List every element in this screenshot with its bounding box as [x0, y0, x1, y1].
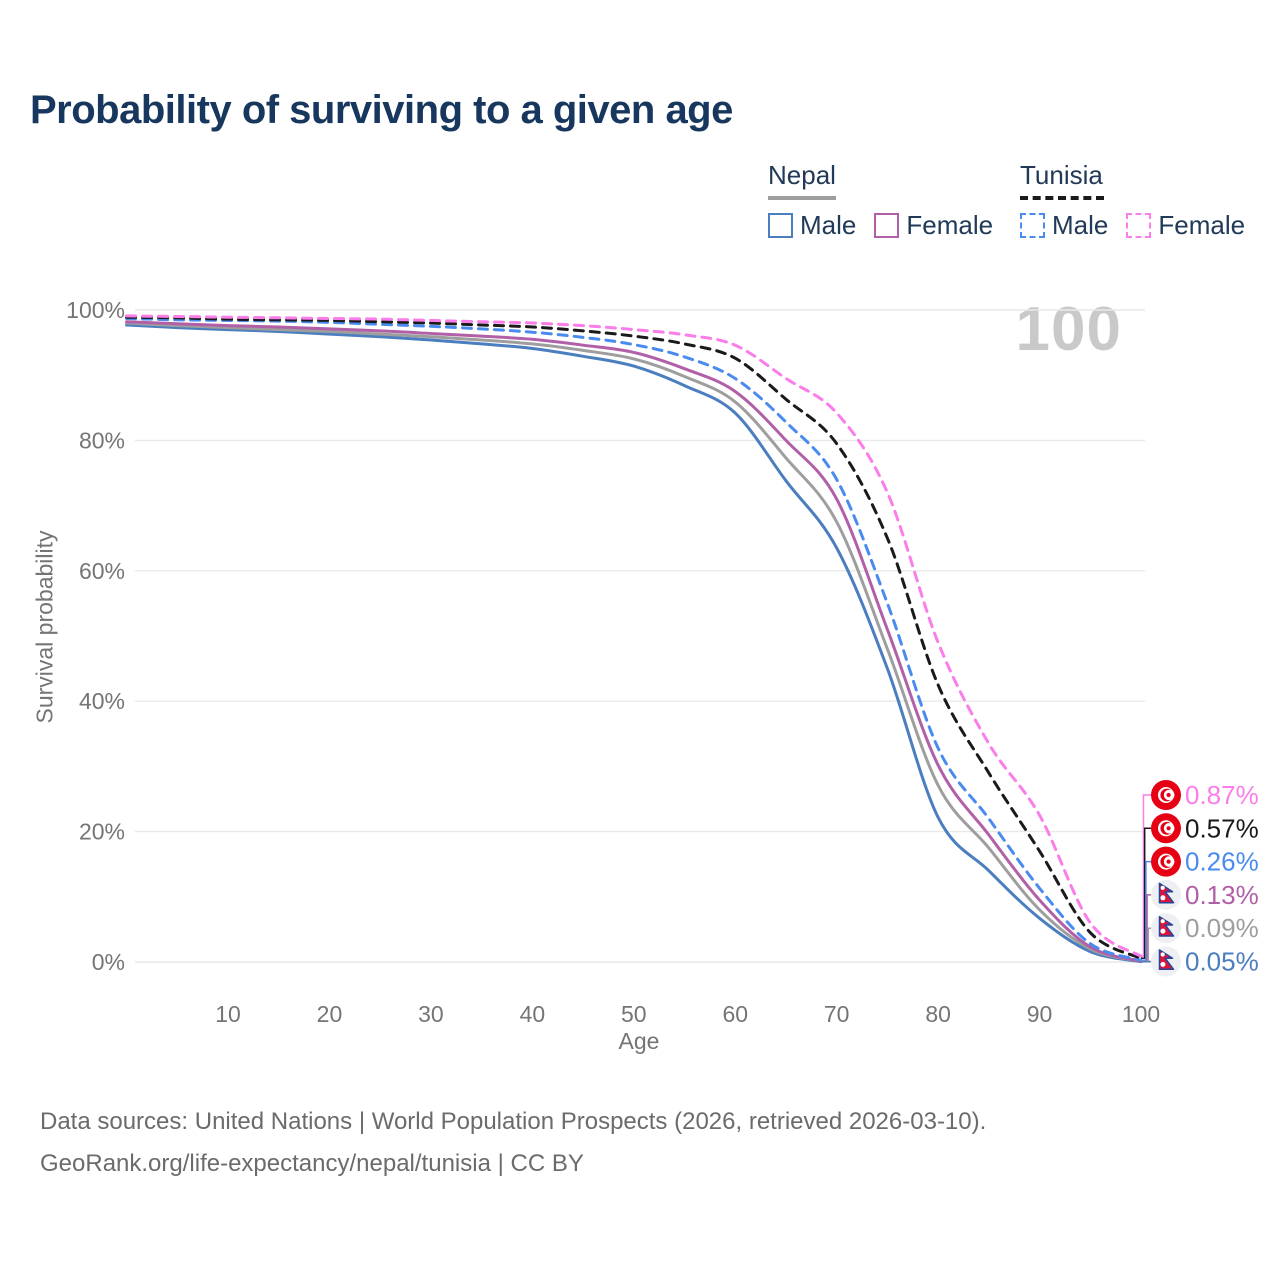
flag-icon-tunisia [1151, 780, 1181, 810]
legend-item-tunisia-female[interactable]: Female [1126, 210, 1245, 241]
end-value-label: 0.05% [1185, 947, 1259, 977]
flag-icon-nepal [1151, 946, 1181, 977]
x-tick-label: 60 [722, 1001, 748, 1027]
y-axis-title: Survival probability [31, 530, 58, 724]
curve-nepal-male [125, 323, 1143, 964]
y-tick-label: 40% [79, 688, 125, 714]
x-tick-label: 20 [317, 1001, 343, 1027]
legend-label: Male [1052, 210, 1109, 240]
legend-label: Female [906, 210, 994, 240]
curve-tunisia-both [125, 315, 1143, 960]
legend-item-tunisia-male[interactable]: Male [1020, 210, 1108, 241]
y-tick-label: 0% [92, 949, 125, 975]
x-tick-label: 90 [1027, 1001, 1053, 1027]
end-value-label: 0.26% [1185, 847, 1259, 877]
leader-line [1141, 794, 1151, 958]
x-tick-label: 50 [621, 1001, 647, 1027]
y-tick-label: 80% [79, 427, 125, 453]
x-tick-label: 100 [1122, 1001, 1160, 1027]
leader-line [1141, 860, 1151, 962]
legend-group-tunisia: Tunisia Male Female [1020, 160, 1245, 241]
x-axis-title: Age [618, 1028, 660, 1054]
tunisia-male-swatch [1020, 213, 1045, 238]
curve-nepal-female [125, 320, 1143, 963]
end-value-label: 0.57% [1185, 813, 1259, 843]
y-tick-label: 100% [66, 297, 125, 323]
legend-label: Female [1158, 210, 1246, 240]
tunisia-line-style-swatch [1020, 196, 1104, 200]
y-tick-label: 60% [79, 558, 125, 584]
x-tick-label: 40 [520, 1001, 546, 1027]
leader-line [1141, 827, 1151, 960]
y-tick-label: 20% [79, 819, 125, 845]
curve-tunisia-male [125, 317, 1143, 962]
legend-label: Male [800, 210, 857, 240]
nepal-line-style-swatch [768, 196, 836, 200]
curve-tunisia-female [125, 314, 1143, 958]
curve-nepal-both [125, 321, 1143, 963]
page-title: Probability of surviving to a given age [30, 88, 733, 132]
legend-item-nepal-female[interactable]: Female [874, 210, 993, 241]
x-tick-label: 10 [215, 1001, 241, 1027]
end-value-label: 0.09% [1185, 913, 1259, 943]
legend-country-tunisia: Tunisia [1020, 160, 1103, 190]
nepal-female-swatch [874, 213, 900, 238]
flag-icon-nepal [1151, 879, 1181, 910]
x-tick-label: 80 [925, 1001, 951, 1027]
end-value-label: 0.13% [1185, 880, 1259, 910]
flag-icon-tunisia [1151, 846, 1181, 877]
legend-country-nepal: Nepal [768, 160, 836, 190]
legend-group-nepal: Nepal Male Female [768, 160, 993, 241]
x-tick-label: 30 [418, 1001, 444, 1027]
flag-icon-tunisia [1151, 813, 1181, 844]
legend-item-nepal-male[interactable]: Male [768, 210, 856, 241]
end-value-label: 0.87% [1185, 780, 1259, 810]
flag-icon-nepal [1151, 913, 1181, 944]
x-tick-label: 70 [824, 1001, 850, 1027]
tunisia-female-swatch [1126, 213, 1152, 238]
nepal-male-swatch [768, 213, 793, 238]
data-sources-note: Data sources: United Nations | World Pop… [40, 1108, 987, 1135]
attribution-link: GeoRank.org/life-expectancy/nepal/tunisi… [40, 1150, 584, 1177]
age-counter-watermark: 100 [1015, 295, 1122, 364]
